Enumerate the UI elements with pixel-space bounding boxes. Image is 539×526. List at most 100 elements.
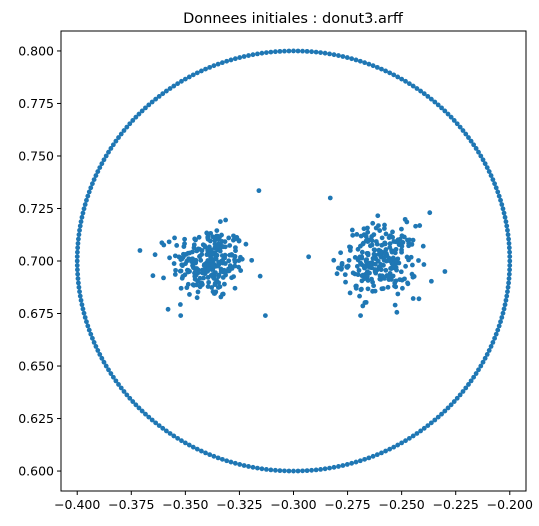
data-point [502,211,507,216]
data-point [377,228,382,233]
data-point [407,237,412,242]
data-point [391,249,396,254]
data-point [336,266,341,271]
data-point [490,340,495,345]
data-point [85,324,90,329]
data-point [260,466,265,471]
data-point [411,296,416,301]
data-point [76,237,81,242]
data-point [381,286,386,291]
data-point [503,215,508,220]
data-point [179,269,184,274]
y-tick-label: 0.650 [18,359,54,374]
data-point [416,258,421,263]
data-point [405,255,410,260]
data-point [198,284,203,289]
data-point [242,463,247,468]
data-point [351,271,356,276]
data-point [202,263,207,268]
data-point [75,254,80,259]
x-tick-label: −0.250 [379,497,425,512]
y-tick-label: 0.625 [18,411,54,426]
data-point [336,464,341,469]
data-point [278,49,283,54]
y-tick-label: 0.750 [18,148,54,163]
data-point [205,258,210,263]
data-point [395,292,400,297]
data-point [233,56,238,61]
chart-title: Donnees initiales : donut3.arff [183,11,404,27]
data-point [362,266,367,271]
data-point [205,235,210,240]
data-point [192,258,197,263]
data-point [80,302,85,307]
data-point [396,240,401,245]
data-point [375,213,380,218]
data-point [507,259,512,264]
data-point [88,185,93,190]
data-point [403,264,408,269]
data-point [291,469,296,474]
data-point [82,206,87,211]
data-point [374,239,379,244]
data-point [209,285,214,290]
data-point [300,468,305,473]
data-point [214,228,219,233]
data-point [193,238,198,243]
data-point [80,215,85,220]
data-point [76,241,81,246]
data-point [218,284,223,289]
data-point [178,313,183,318]
data-point [75,245,80,250]
data-point [503,302,508,307]
data-point [218,295,223,300]
data-point [193,270,198,275]
data-point [268,50,273,55]
data-point [190,250,195,255]
data-point [237,239,242,244]
data-point [305,49,310,54]
data-point [443,269,448,274]
data-point [223,218,228,223]
data-point [181,254,186,259]
data-point [348,291,353,296]
data-point [203,67,208,72]
data-point [181,244,186,249]
data-point [233,245,238,250]
data-point [361,273,366,278]
data-point [393,303,398,308]
data-point [237,462,242,467]
data-point [224,59,229,64]
data-point [318,467,323,472]
data-point [82,311,87,316]
data-point [179,286,184,291]
x-tick-label: −0.325 [216,497,262,512]
data-point [196,290,201,295]
data-point [198,276,203,281]
data-point [494,185,499,190]
data-point [216,264,221,269]
data-point [81,307,86,312]
data-point [207,247,212,252]
data-point [90,336,95,341]
data-point [287,469,292,474]
data-point [75,263,80,268]
data-point [79,219,84,224]
data-point [388,266,393,271]
data-point [366,278,371,283]
data-point [151,273,156,278]
data-point [368,243,373,248]
data-point [365,237,370,242]
data-point [75,272,80,277]
data-point [354,286,359,291]
data-point [501,311,506,316]
data-point [497,194,502,199]
data-point [268,468,273,473]
data-point [229,58,234,63]
data-point [214,257,219,262]
data-point [166,307,171,312]
data-point [226,236,231,241]
data-point [338,250,343,255]
data-point [360,304,365,309]
data-point [365,226,370,231]
